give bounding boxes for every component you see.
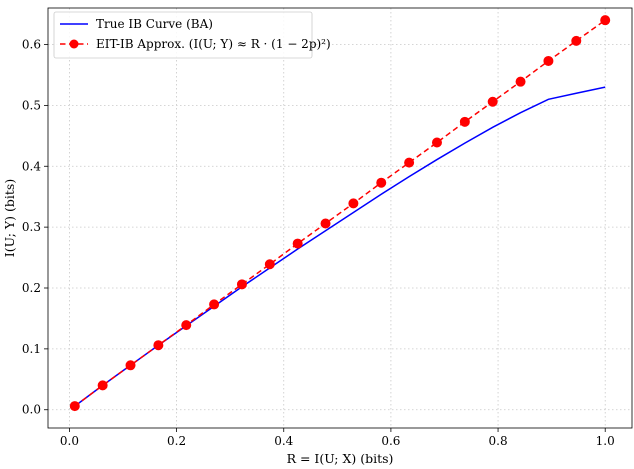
x-tick-label: 0.4 <box>274 434 293 448</box>
data-point <box>320 218 331 229</box>
x-tick-label: 0.6 <box>381 434 400 448</box>
data-point <box>125 360 136 371</box>
data-point <box>348 198 359 209</box>
data-point <box>292 238 303 249</box>
data-point <box>600 15 611 26</box>
data-point <box>97 380 108 391</box>
data-point <box>459 116 470 127</box>
data-point <box>236 279 247 290</box>
y-tick-label: 0.0 <box>22 403 41 417</box>
legend-label-true-ib: True IB Curve (BA) <box>96 17 213 31</box>
y-tick-label: 0.6 <box>22 38 41 52</box>
data-point <box>487 96 498 107</box>
plot-frame <box>47 7 633 429</box>
data-point <box>153 340 164 351</box>
legend-label-eit-ib: EIT-IB Approx. (I(U; Y) ≈ R · (1 − 2p)²) <box>96 37 331 51</box>
legend: True IB Curve (BA) EIT-IB Approx. (I(U; … <box>53 11 331 59</box>
x-axis-title: R = I(U; X) (bits) <box>287 451 394 466</box>
data-point <box>181 320 192 331</box>
y-tick-label: 0.5 <box>22 98 41 112</box>
x-tick-label: 0.8 <box>489 434 508 448</box>
data-point <box>69 401 80 412</box>
data-point <box>543 55 554 66</box>
data-point <box>515 76 526 87</box>
data-point <box>209 299 220 310</box>
data-point <box>376 177 387 188</box>
legend-box <box>53 11 313 59</box>
data-point <box>264 259 275 270</box>
y-axis-title: I(U; Y) (bits) <box>2 179 17 257</box>
legend-marker-eit-ib <box>69 39 79 49</box>
y-tick-label: 0.2 <box>22 281 41 295</box>
x-tick-label: 1.0 <box>596 434 615 448</box>
x-tick-label: 0.0 <box>60 434 79 448</box>
series-layer <box>69 15 611 412</box>
grid <box>48 8 632 428</box>
series-line-0 <box>74 86 606 407</box>
series-line-1 <box>74 19 606 407</box>
x-tick-label: 0.2 <box>167 434 186 448</box>
y-tick-label: 0.4 <box>22 159 41 173</box>
data-point <box>431 137 442 148</box>
data-point <box>571 35 582 46</box>
y-tick-label: 0.3 <box>22 220 41 234</box>
y-tick-label: 0.1 <box>22 342 41 356</box>
ticks: 0.0 0.2 0.4 0.6 0.8 1.0 0.0 0.1 0.2 0.3 0.4 0.5 0.6 <box>22 38 615 448</box>
data-point <box>404 157 415 168</box>
